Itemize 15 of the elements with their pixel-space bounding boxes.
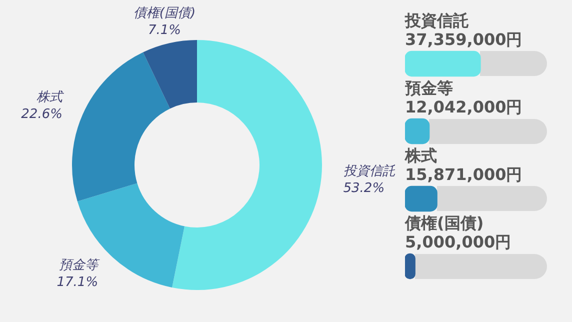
y-tick-label: 株式 bbox=[404, 146, 437, 165]
slice-label: 債権(国債) bbox=[133, 6, 196, 22]
data-label: 5,000,000円 bbox=[405, 232, 512, 252]
y-tick-label: 債権(国債) bbox=[404, 213, 484, 232]
data-label: 7.1% bbox=[148, 23, 181, 38]
slice-label: 株式 bbox=[36, 90, 64, 106]
data-label: 53.2% bbox=[343, 181, 385, 196]
y-tick-label: 投資信託 bbox=[404, 10, 469, 30]
y-tick-label: 預金等 bbox=[404, 78, 453, 98]
data-label: 22.6% bbox=[21, 107, 62, 122]
data-label: 37,359,000円 bbox=[405, 30, 522, 49]
data-label: 12,042,000円 bbox=[405, 97, 522, 116]
slice-label: 預金等 bbox=[59, 258, 100, 274]
data-label: 17.1% bbox=[56, 275, 98, 290]
data-label: 15,871,000円 bbox=[405, 164, 522, 184]
